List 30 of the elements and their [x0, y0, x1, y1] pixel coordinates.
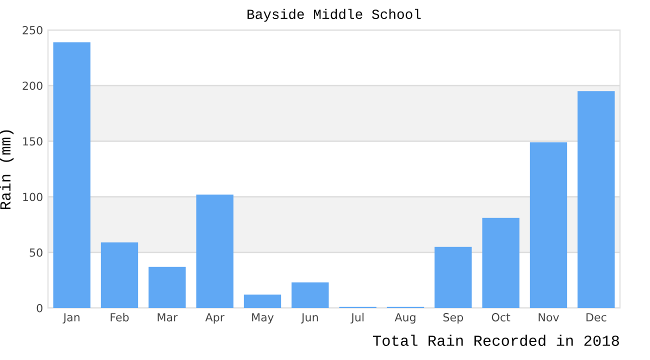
- bar: [482, 218, 520, 308]
- x-tick-label: May: [252, 313, 274, 324]
- x-tick-label: Mar: [158, 313, 178, 322]
- bar: [434, 246, 472, 308]
- chart-title: Bayside Middle School: [248, 8, 421, 22]
- bar: [244, 294, 282, 308]
- x-tick-label: Nov: [538, 313, 560, 322]
- x-tick-label: Sep: [443, 313, 464, 324]
- y-tick-label: 0: [36, 304, 42, 312]
- y-tick-label: 250: [22, 26, 42, 34]
- bar: [53, 42, 90, 308]
- x-tick-label: Dec: [586, 313, 606, 322]
- bar: [292, 282, 329, 308]
- x-tick-label: Feb: [110, 312, 129, 322]
- x-tick-label: Jun: [300, 313, 318, 324]
- bar: [148, 266, 186, 308]
- bar: [530, 142, 568, 308]
- x-tick-label: Jul: [350, 312, 364, 324]
- x-tick-label: Jan: [62, 313, 80, 324]
- x-axis-title: Total Rain Recorded in 2018: [373, 334, 619, 346]
- y-tick-label: 200: [22, 82, 42, 90]
- bar: [196, 194, 234, 308]
- x-tick-label: Apr: [205, 313, 224, 324]
- x-tick-label: Aug: [394, 313, 416, 324]
- y-tick-label: 50: [30, 248, 42, 257]
- bar: [578, 91, 615, 308]
- x-tick-label: Oct: [492, 313, 510, 322]
- y-tick-label: 150: [23, 137, 42, 146]
- y-tick-label: 100: [23, 192, 42, 202]
- bar: [100, 242, 138, 308]
